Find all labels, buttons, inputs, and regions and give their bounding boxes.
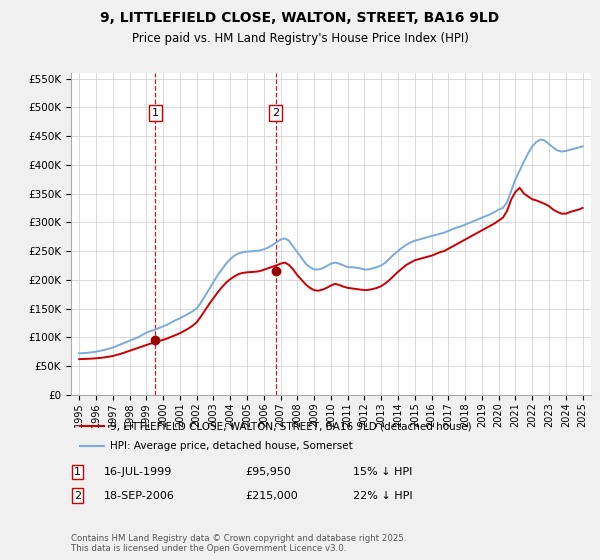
Text: 22% ↓ HPI: 22% ↓ HPI bbox=[353, 491, 412, 501]
Text: 1: 1 bbox=[152, 108, 159, 118]
Text: Price paid vs. HM Land Registry's House Price Index (HPI): Price paid vs. HM Land Registry's House … bbox=[131, 32, 469, 45]
Text: 2: 2 bbox=[272, 108, 279, 118]
Text: 1: 1 bbox=[74, 467, 81, 477]
Text: HPI: Average price, detached house, Somerset: HPI: Average price, detached house, Some… bbox=[110, 441, 353, 451]
Text: 18-SEP-2006: 18-SEP-2006 bbox=[104, 491, 175, 501]
Text: 2: 2 bbox=[74, 491, 81, 501]
Text: 15% ↓ HPI: 15% ↓ HPI bbox=[353, 467, 412, 477]
Text: £95,950: £95,950 bbox=[245, 467, 290, 477]
Text: 16-JUL-1999: 16-JUL-1999 bbox=[104, 467, 172, 477]
Text: £215,000: £215,000 bbox=[245, 491, 298, 501]
Text: 9, LITTLEFIELD CLOSE, WALTON, STREET, BA16 9LD: 9, LITTLEFIELD CLOSE, WALTON, STREET, BA… bbox=[100, 11, 500, 25]
Text: Contains HM Land Registry data © Crown copyright and database right 2025.
This d: Contains HM Land Registry data © Crown c… bbox=[71, 534, 406, 553]
Text: 9, LITTLEFIELD CLOSE, WALTON, STREET, BA16 9LD (detached house): 9, LITTLEFIELD CLOSE, WALTON, STREET, BA… bbox=[110, 421, 472, 431]
